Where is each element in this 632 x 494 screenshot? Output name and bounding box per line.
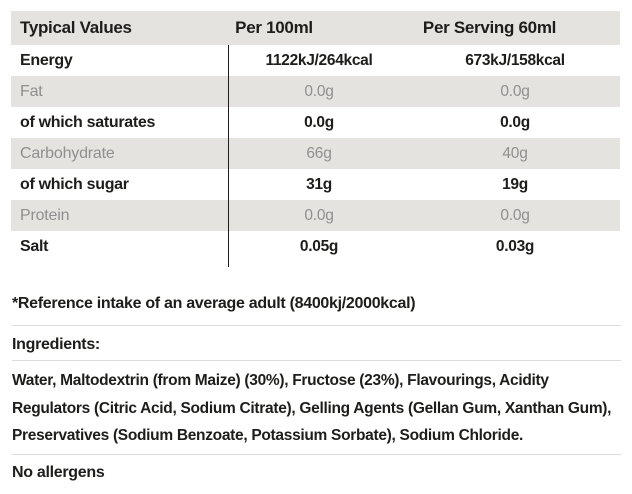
value-per-serving: 0.0g [500,82,530,100]
column-divider-line [228,45,229,267]
nutrition-table: Typical Values Per 100ml Per Serving 60m… [11,11,620,267]
table-header-row: Typical Values Per 100ml Per Serving 60m… [11,11,620,45]
value-per-serving: 673kJ/158kcal [465,51,565,69]
value-per-100ml: 0.0g [304,206,334,224]
value-per-100ml: 0.05g [299,237,339,255]
reference-intake-footnote: *Reference intake of an average adult (8… [12,295,416,312]
row-label: of which saturates [20,113,156,131]
ingredients-heading: Ingredients: [12,336,100,353]
nutrition-label-page: Typical Values Per 100ml Per Serving 60m… [11,11,621,481]
value-per-serving: 0.0g [500,206,530,224]
section-divider [12,325,621,326]
value-per-100ml: 1122kJ/264kcal [265,51,373,69]
row-label: Carbohydrate [20,144,115,162]
row-label: Salt [20,237,49,255]
row-label: Fat [20,82,43,100]
row-label: Energy [20,51,73,69]
header-typical-values: Typical Values [20,18,132,37]
table-row-protein: Protein 0.0g 0.0g [11,200,620,231]
table-row-sugar: of which sugar 31g 19g [11,169,620,200]
table-row-salt: Salt 0.05g 0.03g [11,231,620,262]
value-per-100ml: 0.0g [304,82,334,100]
section-divider [12,360,621,361]
row-label: of which sugar [20,175,129,193]
header-per-100ml: Per 100ml [235,18,313,37]
ingredients-text: Water, Maltodextrin (from Maize) (30%), … [12,372,612,444]
value-per-100ml: 66g [306,144,332,162]
value-per-serving: 0.03g [495,237,535,255]
table-row-fat: Fat 0.0g 0.0g [11,76,620,107]
table-row-carbohydrate: Carbohydrate 66g 40g [11,138,620,169]
section-divider [12,453,621,455]
value-per-serving: 0.0g [500,113,530,131]
table-row-energy: Energy 1122kJ/264kcal 673kJ/158kcal [11,45,620,76]
header-per-serving-60ml: Per Serving 60ml [422,18,557,37]
table-row-saturates: of which saturates 0.0g 0.0g [11,107,620,138]
value-per-serving: 19g [502,175,528,193]
row-label: Protein [20,206,70,224]
value-per-100ml: 31g [306,175,332,193]
value-per-serving: 40g [502,144,528,162]
allergens-text: No allergens [12,463,105,481]
value-per-100ml: 0.0g [304,113,334,131]
